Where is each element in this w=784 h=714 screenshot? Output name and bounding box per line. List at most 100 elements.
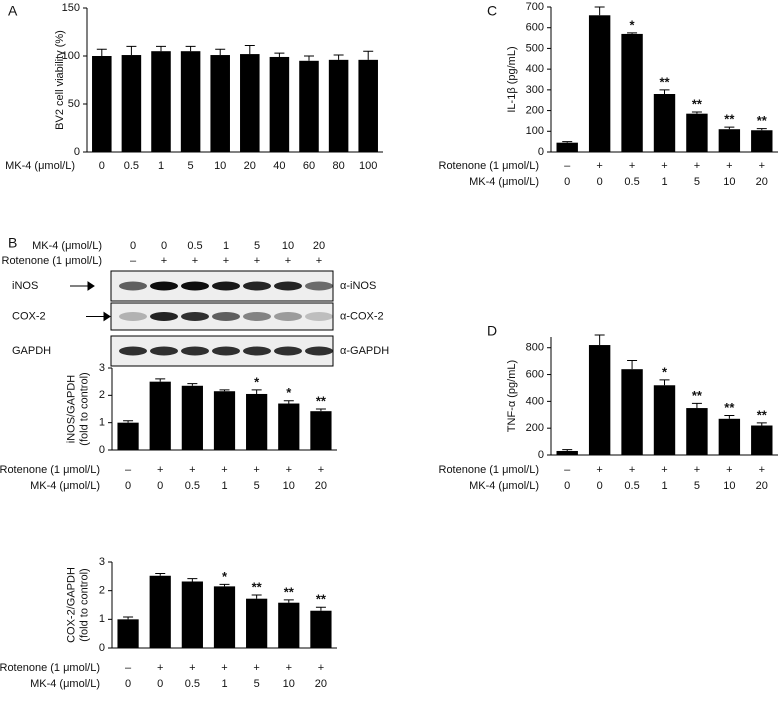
row-value: – — [564, 160, 571, 172]
category-axis-label: MK-4 (μmol/L) — [469, 176, 539, 188]
y-tick-label: 200 — [526, 422, 544, 434]
x-tick-label: 10 — [214, 160, 226, 172]
error-bar — [219, 583, 230, 587]
row-value: + — [596, 464, 602, 476]
blot-band — [274, 346, 302, 356]
y-tick-label: 0 — [538, 146, 544, 158]
row-value: + — [189, 662, 195, 674]
x-tick-label: 60 — [303, 160, 315, 172]
blot-band — [119, 312, 147, 321]
blot-band — [243, 346, 271, 356]
blot-antibody: α-iNOS — [340, 280, 376, 292]
x-tick-label: 0 — [157, 480, 163, 492]
blot-band — [212, 346, 240, 356]
blot-band — [243, 281, 271, 291]
error-bar — [594, 334, 605, 346]
y-tick-label: 0 — [538, 449, 544, 461]
bar — [556, 450, 578, 455]
row-value: – — [564, 464, 571, 476]
bar — [588, 345, 611, 455]
blot-row-value: + — [161, 255, 167, 267]
x-tick-label: 10 — [723, 480, 735, 492]
error-bar — [627, 359, 638, 370]
error-bar — [659, 89, 670, 94]
panel-label: C — [487, 3, 497, 19]
y-axis-label: IL-1β (pg/mL) — [506, 46, 518, 112]
x-tick-label: 0 — [157, 678, 163, 690]
x-tick-label: 1 — [661, 176, 667, 188]
bar — [213, 586, 236, 648]
bar — [149, 575, 171, 648]
significance-mark: ** — [724, 400, 735, 415]
significance-mark: ** — [316, 592, 327, 607]
y-axis-label: iNOS/GAPDH — [65, 375, 77, 444]
y-tick-label: 50 — [68, 98, 80, 110]
row-value: + — [253, 464, 259, 476]
blot-row-value: + — [316, 255, 322, 267]
blot-band — [119, 281, 147, 291]
error-bar — [251, 389, 262, 394]
bar — [653, 94, 676, 152]
bar — [240, 54, 260, 152]
blot-protein: COX-2 — [12, 310, 46, 322]
x-tick-label: 1 — [221, 678, 227, 690]
row-value: + — [221, 464, 227, 476]
error-bar — [562, 449, 573, 451]
category-axis-label: MK-4 (μmol/L) — [30, 678, 100, 690]
significance-mark: ** — [252, 579, 263, 594]
bar — [751, 130, 773, 152]
x-tick-label: 1 — [158, 160, 164, 172]
category-axis-label: MK-4 (μmol/L) — [30, 480, 100, 492]
significance-mark: ** — [692, 96, 703, 111]
x-tick-label: 0 — [564, 176, 570, 188]
row-value: + — [629, 160, 635, 172]
error-bar — [283, 599, 294, 603]
row-value: + — [759, 160, 765, 172]
y-axis-label: TNF-α (pg/mL) — [506, 360, 518, 432]
significance-mark: ** — [692, 388, 703, 403]
row-label: Rotenone (1 μmol/L) — [0, 464, 100, 476]
blot-row-value: 10 — [282, 240, 294, 252]
bar — [686, 408, 708, 455]
x-tick-label: 0.5 — [185, 480, 200, 492]
row-value: + — [596, 160, 602, 172]
row-value: + — [318, 662, 324, 674]
blot-row-value: – — [130, 255, 137, 267]
y-tick-label: 300 — [526, 84, 544, 96]
category-axis-label: MK-4 (μmol/L) — [5, 160, 75, 172]
bar — [213, 391, 236, 450]
x-tick-label: 5 — [694, 176, 700, 188]
x-tick-label: 10 — [283, 678, 295, 690]
x-tick-label: 0.5 — [624, 176, 639, 188]
bar — [92, 56, 112, 152]
blot-row-value: 20 — [313, 240, 325, 252]
bar — [278, 403, 300, 450]
x-tick-label: 20 — [756, 176, 768, 188]
y-axis-label: (fold to control) — [78, 372, 90, 445]
error-bar — [283, 400, 294, 404]
blot-band — [181, 312, 209, 321]
error-bar — [315, 408, 326, 412]
y-axis-label: BV2 cell viability (%) — [54, 30, 66, 130]
bar — [117, 619, 139, 648]
blot-row-value: + — [285, 255, 291, 267]
error-bar — [304, 55, 314, 61]
blot-row-value: + — [254, 255, 260, 267]
y-tick-label: 100 — [526, 125, 544, 137]
x-tick-label: 5 — [188, 160, 194, 172]
blot-row-value: 1 — [223, 240, 229, 252]
x-tick-label: 1 — [221, 480, 227, 492]
bar — [686, 113, 708, 152]
row-value: + — [189, 464, 195, 476]
row-value: + — [157, 464, 163, 476]
blot-arrow — [70, 281, 95, 291]
blot-row-label: MK-4 (μmol/L) — [32, 240, 102, 252]
bar — [718, 129, 741, 152]
x-tick-label: 0.5 — [185, 678, 200, 690]
x-tick-label: 100 — [359, 160, 377, 172]
row-value: + — [318, 464, 324, 476]
y-tick-label: 2 — [99, 585, 105, 597]
bar — [310, 610, 332, 648]
row-label: Rotenone (1 μmol/L) — [0, 662, 100, 674]
row-label: Rotenone (1 μmol/L) — [439, 464, 540, 476]
